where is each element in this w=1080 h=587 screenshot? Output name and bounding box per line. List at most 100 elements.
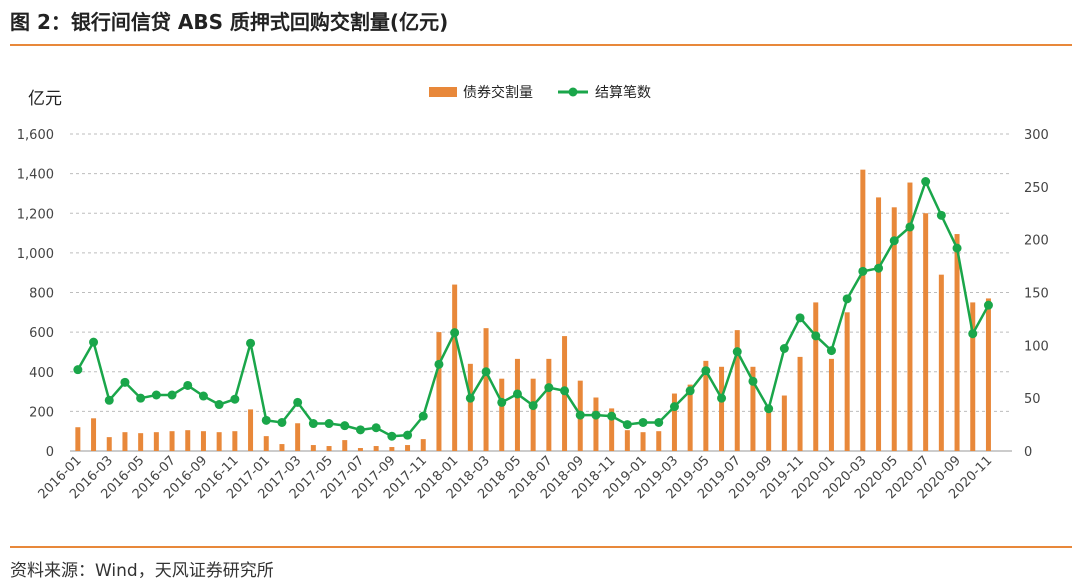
line-point	[340, 421, 350, 431]
line-point	[89, 337, 99, 347]
right-tick-label: 250	[1024, 181, 1049, 196]
bar	[797, 356, 803, 451]
bar	[719, 366, 725, 451]
line-point	[355, 425, 365, 435]
right-tick-label: 50	[1024, 392, 1041, 407]
legend: 债券交割量 结算笔数	[429, 84, 651, 101]
bar	[530, 378, 536, 451]
line-point	[874, 263, 884, 273]
bar	[907, 182, 913, 451]
bar	[420, 439, 426, 451]
bar	[624, 430, 630, 451]
title-divider	[10, 44, 1072, 46]
line-point	[481, 367, 491, 377]
right-tick-label: 300	[1024, 128, 1049, 143]
line-point	[308, 419, 318, 429]
line-point	[717, 393, 727, 403]
left-axis-ticks: 0 200 400 600 800 1,000 1,200 1,400 1,600	[17, 128, 54, 460]
x-axis-ticks: 2016-012016-032016-052016-072016-092016-…	[36, 453, 996, 502]
left-axis-unit: 亿元	[28, 89, 62, 109]
right-tick-label: 150	[1024, 287, 1049, 302]
bar	[640, 432, 646, 451]
bar	[750, 366, 756, 451]
bar	[923, 213, 929, 451]
bar	[342, 440, 348, 451]
bar	[891, 207, 897, 451]
line-point	[622, 420, 632, 430]
line-point	[779, 344, 789, 354]
page-title: 图 2：银行间信贷 ABS 质押式回购交割量(亿元)	[10, 10, 449, 34]
bar-series	[75, 169, 991, 451]
line-point	[528, 401, 538, 411]
chart: 0 200 400 600 800 1,000 1,200 1,400 1,600 0 50 100…	[17, 84, 1049, 502]
right-tick-label: 0	[1024, 445, 1032, 460]
bar	[138, 433, 144, 451]
bar	[200, 431, 206, 451]
line-point	[748, 376, 758, 386]
bar	[593, 397, 599, 451]
left-tick-label: 1,000	[17, 247, 54, 262]
line-point	[936, 210, 946, 220]
line-point	[544, 383, 554, 393]
line-point	[387, 431, 397, 441]
line-point	[198, 391, 208, 401]
line-point	[764, 404, 774, 414]
line-point	[434, 359, 444, 369]
line-point	[669, 402, 679, 412]
left-tick-label: 800	[29, 287, 54, 302]
bar	[813, 302, 819, 451]
bar	[985, 298, 991, 451]
bar	[279, 444, 285, 451]
line-point	[732, 347, 742, 357]
gridlines	[70, 133, 1012, 452]
line-point	[450, 328, 460, 338]
line-point	[403, 430, 413, 440]
line-point	[905, 222, 915, 232]
bar	[326, 446, 332, 451]
left-tick-label: 1,400	[17, 168, 54, 183]
line-series	[73, 177, 993, 441]
bar	[499, 378, 505, 451]
line-point	[512, 389, 522, 399]
bar	[263, 436, 269, 451]
bar	[310, 445, 316, 451]
line-point	[136, 393, 146, 403]
bar	[389, 447, 395, 451]
line-point	[214, 400, 224, 410]
bar	[860, 169, 866, 451]
left-tick-label: 1,600	[17, 128, 54, 143]
line-point	[701, 366, 711, 376]
bar	[671, 393, 677, 451]
right-tick-label: 100	[1024, 339, 1049, 354]
line-point	[293, 397, 303, 407]
bar	[703, 360, 709, 451]
line-point	[968, 329, 978, 339]
bar	[876, 197, 882, 451]
line-point	[826, 346, 836, 356]
line-point	[104, 395, 114, 405]
bar	[357, 448, 363, 451]
line-point	[497, 397, 507, 407]
line-point	[952, 243, 962, 253]
line-point	[167, 390, 177, 400]
bar	[106, 437, 112, 451]
line-point	[685, 386, 695, 396]
bar	[656, 431, 662, 451]
line-point	[575, 410, 585, 420]
line-point	[277, 417, 287, 427]
left-tick-label: 400	[29, 366, 54, 381]
bar	[405, 445, 411, 451]
bar	[295, 423, 301, 451]
line-point	[371, 423, 381, 433]
right-axis-ticks: 0 50 100 150 200 250 300	[1024, 128, 1049, 460]
bar	[467, 363, 473, 451]
bar	[91, 418, 97, 451]
bar	[185, 430, 191, 451]
line-point	[246, 338, 256, 348]
bar	[514, 358, 520, 451]
left-tick-label: 0	[46, 445, 54, 460]
line-point	[261, 415, 271, 425]
bar	[373, 446, 379, 451]
bar	[609, 408, 615, 451]
bar	[122, 432, 128, 451]
